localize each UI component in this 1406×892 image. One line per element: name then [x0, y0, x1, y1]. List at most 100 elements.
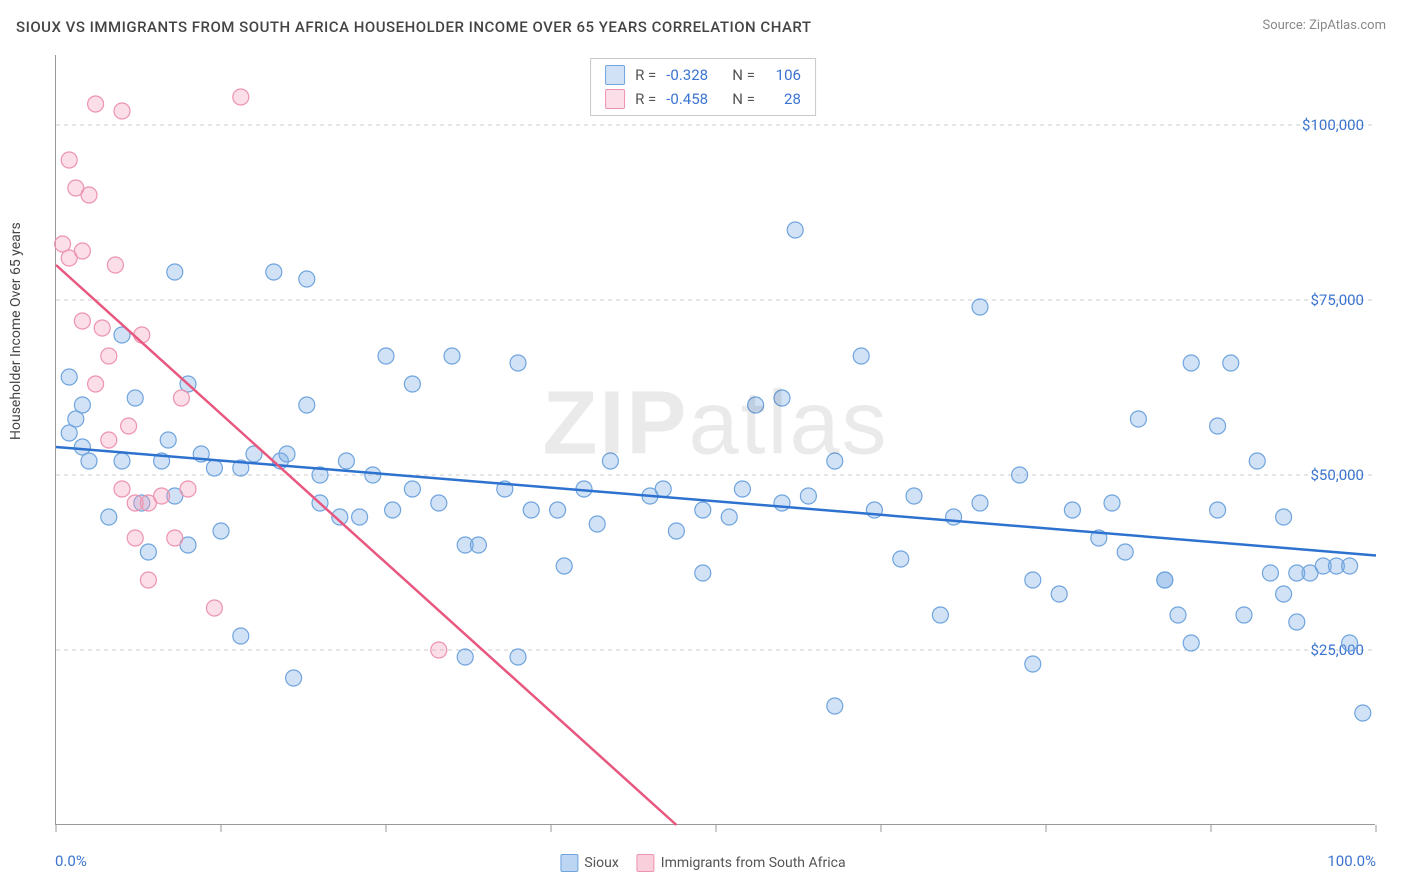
data-point: [101, 432, 117, 448]
series-swatch: [605, 89, 625, 109]
data-point: [1355, 705, 1371, 721]
stat-r-value: -0.458: [666, 90, 722, 108]
data-point: [61, 152, 77, 168]
data-point: [352, 509, 368, 525]
chart-title: SIOUX VS IMMIGRANTS FROM SOUTH AFRICA HO…: [16, 18, 812, 36]
legend-swatch: [560, 854, 578, 872]
legend-item: Immigrants from South Africa: [637, 854, 846, 872]
x-axis-max-label: 100.0%: [1327, 852, 1376, 870]
data-point: [550, 502, 566, 518]
scatter-plot-svg: $25,000$50,000$75,000$100,000: [56, 55, 1375, 824]
data-point: [1012, 467, 1028, 483]
data-point: [721, 509, 737, 525]
data-point: [299, 271, 315, 287]
data-point: [1342, 635, 1358, 651]
data-point: [279, 446, 295, 462]
data-point: [1157, 572, 1173, 588]
data-point: [61, 369, 77, 385]
data-point: [1170, 607, 1186, 623]
stat-n-value: 28: [765, 90, 801, 108]
data-point: [114, 481, 130, 497]
data-point: [154, 488, 170, 504]
stat-n-value: 106: [765, 66, 801, 84]
data-point: [1183, 635, 1199, 651]
data-point: [140, 572, 156, 588]
y-tick-label: $50,000: [1310, 466, 1364, 484]
data-point: [114, 103, 130, 119]
data-point: [827, 453, 843, 469]
legend-label: Immigrants from South Africa: [661, 855, 846, 871]
data-point: [74, 243, 90, 259]
data-point: [787, 222, 803, 238]
data-point: [1210, 418, 1226, 434]
data-point: [906, 488, 922, 504]
data-point: [378, 348, 394, 364]
data-point: [206, 460, 222, 476]
data-point: [695, 565, 711, 581]
stat-r-label: R =: [635, 90, 656, 108]
data-point: [589, 516, 605, 532]
data-point: [946, 509, 962, 525]
legend-label: Sioux: [584, 855, 618, 871]
data-point: [233, 89, 249, 105]
data-point: [748, 397, 764, 413]
data-point: [972, 495, 988, 511]
data-point: [1342, 558, 1358, 574]
data-point: [510, 355, 526, 371]
y-tick-label: $75,000: [1310, 291, 1364, 309]
data-point: [160, 432, 176, 448]
data-point: [1130, 411, 1146, 427]
stats-row: R = -0.328 N = 106: [605, 63, 801, 87]
plot-area: ZIPatlas $25,000$50,000$75,000$100,000: [55, 55, 1375, 825]
stat-n-label: N =: [732, 66, 755, 84]
data-point: [140, 544, 156, 560]
data-point: [1025, 572, 1041, 588]
data-point: [81, 187, 97, 203]
data-point: [1223, 355, 1239, 371]
data-point: [167, 530, 183, 546]
data-point: [101, 509, 117, 525]
data-point: [734, 481, 750, 497]
data-point: [1210, 502, 1226, 518]
data-point: [404, 376, 420, 392]
legend-bottom: Sioux Immigrants from South Africa: [560, 854, 845, 872]
data-point: [774, 390, 790, 406]
data-point: [800, 488, 816, 504]
data-point: [523, 502, 539, 518]
data-point: [233, 628, 249, 644]
data-point: [431, 642, 447, 658]
data-point: [134, 327, 150, 343]
data-point: [1289, 614, 1305, 630]
data-point: [1249, 453, 1265, 469]
data-point: [206, 600, 222, 616]
data-point: [74, 313, 90, 329]
data-point: [1104, 495, 1120, 511]
data-point: [695, 502, 711, 518]
data-point: [173, 390, 189, 406]
data-point: [180, 481, 196, 497]
data-point: [1117, 544, 1133, 560]
stat-r-label: R =: [635, 66, 656, 84]
stat-r-value: -0.328: [666, 66, 722, 84]
data-point: [94, 320, 110, 336]
data-point: [444, 348, 460, 364]
data-point: [365, 467, 381, 483]
stat-n-label: N =: [732, 90, 755, 108]
source-attribution: Source: ZipAtlas.com: [1262, 18, 1386, 33]
data-point: [74, 397, 90, 413]
data-point: [114, 453, 130, 469]
data-point: [404, 481, 420, 497]
data-point: [299, 397, 315, 413]
y-tick-label: $100,000: [1302, 116, 1364, 134]
data-point: [121, 418, 137, 434]
data-point: [510, 649, 526, 665]
data-point: [338, 453, 354, 469]
data-point: [385, 502, 401, 518]
legend-item: Sioux: [560, 854, 618, 872]
y-axis-label: Householder Income Over 65 years: [8, 222, 24, 440]
data-point: [88, 376, 104, 392]
correlation-chart: SIOUX VS IMMIGRANTS FROM SOUTH AFRICA HO…: [0, 0, 1406, 892]
data-point: [774, 495, 790, 511]
data-point: [1276, 509, 1292, 525]
data-point: [127, 530, 143, 546]
